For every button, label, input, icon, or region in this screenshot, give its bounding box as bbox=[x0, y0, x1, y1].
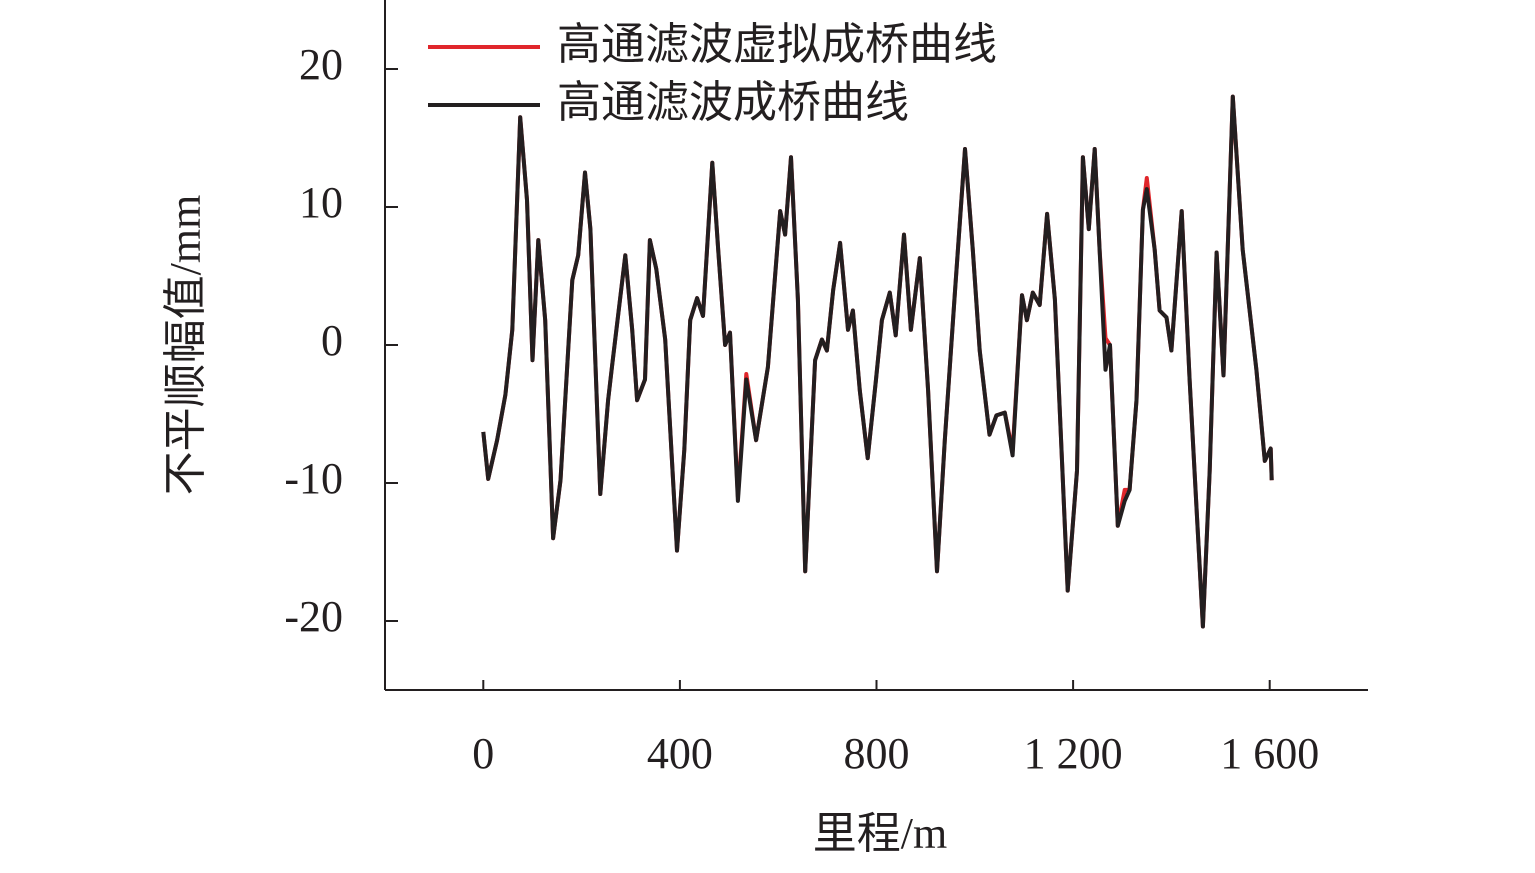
data-line bbox=[481, 94, 1274, 629]
x-tick-label: 400 bbox=[647, 729, 713, 778]
x-tick-label: 1 600 bbox=[1220, 729, 1319, 778]
x-axis-label: 里程/m bbox=[813, 809, 947, 858]
legend-label: 高通滤波虚拟成桥曲线 bbox=[557, 20, 997, 69]
x-tick-label: 1 200 bbox=[1024, 729, 1123, 778]
y-axis-label: 不平顺幅值/mm bbox=[161, 195, 210, 496]
x-tick-label: 800 bbox=[844, 729, 910, 778]
y-tick-label: 10 bbox=[299, 178, 343, 227]
y-tick-label: -10 bbox=[284, 454, 343, 503]
y-tick-label: 20 bbox=[299, 40, 343, 89]
y-tick-label: -20 bbox=[284, 592, 343, 641]
legend-label: 高通滤波成桥曲线 bbox=[557, 78, 909, 127]
x-tick-label: 0 bbox=[472, 729, 494, 778]
y-tick-label: 0 bbox=[321, 316, 343, 365]
